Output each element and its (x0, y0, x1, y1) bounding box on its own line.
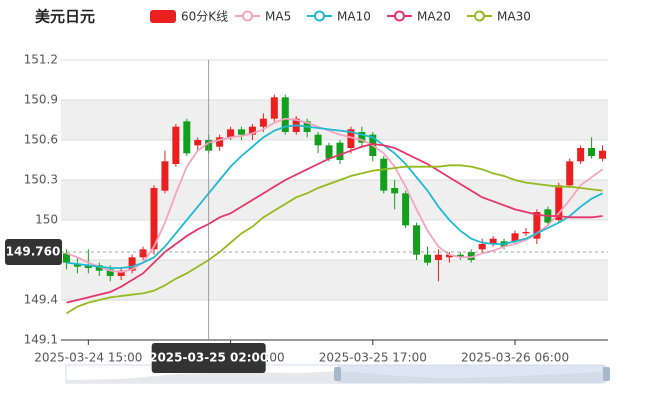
y-tick-label: 150 (35, 213, 58, 227)
candle-body (467, 252, 475, 260)
candle-body (150, 188, 158, 250)
crosshair-y-label: 149.760 (6, 245, 61, 259)
y-tick-label: 151.2 (24, 53, 58, 67)
candle-body (128, 257, 136, 271)
legend-swatch (150, 10, 176, 23)
candle-body (314, 134, 322, 146)
y-tick-label: 149.1 (24, 333, 58, 347)
legend-dot (474, 10, 485, 22)
candle-body (117, 270, 125, 276)
candle-body (555, 185, 563, 220)
legend-label: MA5 (265, 10, 291, 24)
y-tick-label: 150.6 (24, 133, 58, 147)
ma-line (66, 117, 604, 273)
candle-body (73, 264, 81, 267)
zoom-handle[interactable] (334, 367, 341, 381)
ma-line (66, 143, 603, 304)
candle-body (347, 129, 355, 148)
legend-label: MA30 (497, 10, 531, 24)
candle-body (281, 97, 289, 132)
split-area (61, 260, 608, 300)
ma-line (66, 164, 603, 315)
x-tick-label: 2025-03-24 15:00 (34, 351, 142, 365)
crosshair-x-label: 2025-03-25 02:00 (149, 351, 268, 365)
candle-body (106, 269, 114, 276)
chart-title: 美元日元 (35, 8, 95, 26)
candle-body (95, 265, 103, 271)
candle-body (139, 249, 147, 258)
candle-body (423, 254, 431, 263)
candle-body (489, 238, 497, 244)
y-tick-label: 149.4 (24, 293, 58, 307)
candle-body (599, 150, 607, 159)
legend: 60分K线 MA5 MA10 MA20 MA30 (150, 10, 531, 24)
x-tick-label: 2025-03-25 17:00 (319, 351, 427, 365)
zoom-window[interactable] (338, 365, 606, 383)
crosshair-x-box (151, 343, 266, 373)
candle-body (216, 137, 224, 147)
candle-body (413, 225, 421, 255)
plot-area: 151.2150.9150.6150.3150149.7149.4149.120… (5, 53, 608, 373)
candle-body (259, 118, 267, 127)
legend-dot (314, 10, 325, 22)
candle-body (183, 121, 191, 154)
legend-label: MA10 (337, 10, 371, 24)
candle-body (194, 140, 202, 146)
candle-body (445, 254, 453, 258)
candle-body (511, 233, 519, 242)
split-area (61, 100, 608, 140)
y-tick-label: 150.3 (24, 173, 58, 187)
candle-body (391, 188, 399, 194)
candle-body (84, 265, 92, 268)
legend-dot (394, 10, 405, 22)
candle-body (566, 161, 574, 186)
candle-body (456, 254, 464, 258)
candle-body (533, 212, 541, 239)
zoom-slider[interactable] (65, 364, 610, 384)
candle-body (227, 129, 235, 138)
split-area (61, 180, 608, 220)
candle-body (380, 158, 388, 191)
legend-label: MA20 (417, 10, 451, 24)
candle-body (402, 193, 410, 226)
candle-body (588, 148, 596, 156)
candle-body (358, 132, 366, 143)
candle-body (434, 254, 442, 260)
candle-body (336, 142, 344, 160)
candle-body (270, 97, 278, 119)
candle-body (325, 145, 333, 159)
candle-body (478, 244, 486, 250)
ma-line (66, 124, 603, 269)
crosshair-y-box (5, 239, 62, 265)
candle-body (522, 232, 530, 234)
candle-body (248, 126, 256, 135)
y-tick-label: 150.9 (24, 93, 58, 107)
x-tick-label: 2025-03-26 06:00 (461, 351, 569, 365)
legend-dot (242, 10, 253, 22)
candle-body (172, 126, 180, 164)
legend-label: 60分K线 (181, 10, 228, 24)
candle-body (62, 253, 70, 263)
candle-body (238, 129, 246, 135)
candle-body (161, 161, 169, 191)
zoom-handle[interactable] (603, 367, 610, 381)
candle-body (577, 148, 585, 162)
